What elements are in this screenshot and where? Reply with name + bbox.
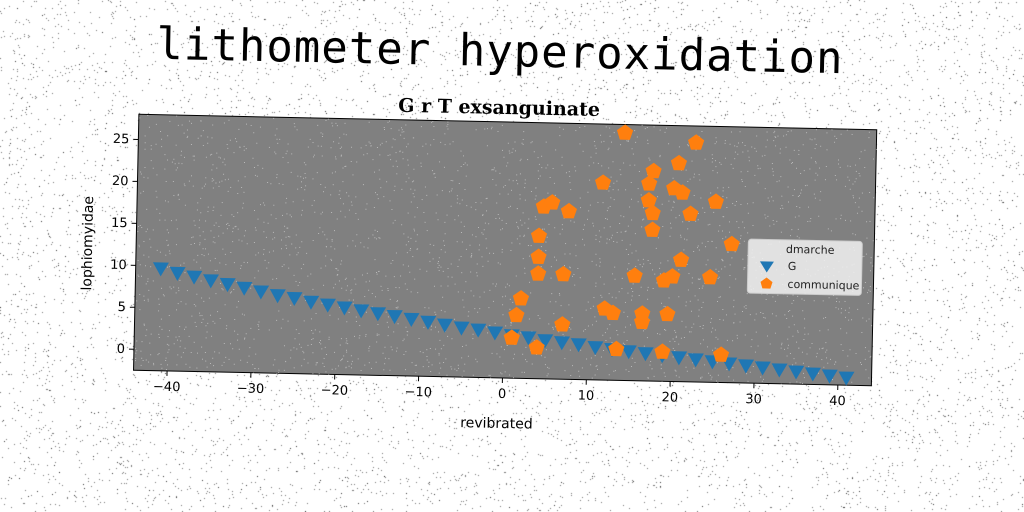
data-point-g (403, 312, 420, 327)
data-point-communique (555, 265, 572, 282)
y-tick-label: 20 (112, 174, 129, 189)
data-point-communique (508, 306, 525, 323)
data-point-communique (713, 346, 730, 362)
x-tick-label: −10 (404, 385, 432, 401)
data-point-g (687, 353, 704, 368)
legend-label-g: G (788, 260, 797, 273)
data-point-g (253, 285, 270, 300)
data-point-g (671, 351, 688, 366)
legend: dmarche G communique (746, 238, 863, 296)
y-tick-label: 10 (110, 258, 127, 273)
legend-label-communique: communique (787, 278, 859, 293)
data-point-communique (530, 265, 547, 281)
x-tick-label: −30 (237, 381, 265, 397)
y-axis-label: lophiomyidae (79, 196, 97, 291)
x-tick-label: −40 (153, 380, 181, 396)
data-point-g (152, 262, 169, 277)
data-point-communique (626, 267, 643, 283)
x-tick-label: 30 (745, 392, 762, 407)
data-point-g (420, 315, 437, 330)
data-point-g (219, 277, 236, 293)
data-point-communique (673, 251, 690, 267)
x-tick-label: −20 (321, 383, 349, 399)
legend-title: dmarche (786, 243, 835, 257)
legend-marker-communique (760, 277, 773, 289)
data-point-g (353, 304, 370, 319)
chart-title: G r T exsanguinate (398, 95, 600, 121)
data-point-g (805, 367, 822, 382)
data-point-g (386, 309, 403, 325)
data-point-communique (530, 248, 547, 265)
data-point-communique (682, 205, 699, 221)
data-point-communique (608, 340, 625, 357)
data-point-g (336, 301, 353, 316)
data-point-communique (645, 162, 662, 179)
x-axis-label: revibrated (460, 415, 533, 433)
data-point-communique (528, 339, 545, 355)
axes-layer: −40 −30 −20 −10 0 10 20 30 40 0 5 10 15 20 25 (110, 132, 846, 409)
data-point-g (570, 338, 587, 353)
x-tick-label: 40 (829, 394, 846, 409)
data-point-communique (595, 174, 612, 190)
data-point-g (537, 334, 554, 349)
data-point-communique (723, 235, 740, 252)
legend-marker-g (759, 261, 774, 273)
data-point-g (821, 369, 838, 384)
data-point-g (470, 323, 487, 338)
data-point-g (186, 270, 203, 285)
data-point-g (269, 289, 286, 304)
data-point-communique (659, 305, 676, 322)
data-point-communique (707, 193, 724, 209)
data-point-g (587, 341, 604, 356)
data-point-communique (664, 268, 681, 284)
data-point-communique (641, 175, 658, 191)
data-point-g (637, 347, 654, 362)
data-point-g (738, 359, 755, 374)
x-tick-label: 0 (498, 387, 507, 402)
data-point-g (203, 274, 220, 289)
data-point-g (286, 291, 303, 307)
data-point-g (303, 295, 320, 310)
y-tick-label: 0 (117, 342, 126, 357)
data-point-g (453, 321, 470, 336)
data-point-g (788, 365, 805, 380)
legend-box (746, 238, 863, 296)
y-tick-label: 5 (117, 300, 126, 315)
data-point-communique (544, 194, 561, 210)
data-point-communique (654, 343, 671, 359)
data-point-communique (634, 305, 651, 321)
data-point-g (436, 318, 453, 333)
data-point-g (554, 336, 571, 351)
data-point-g (236, 281, 253, 296)
data-point-communique (616, 124, 634, 140)
data-point-g (487, 326, 504, 341)
y-tick-label: 25 (113, 132, 130, 147)
data-point-communique (644, 221, 661, 237)
data-point-communique (688, 134, 705, 150)
x-tick-label: 10 (578, 389, 595, 404)
data-point-communique (604, 304, 621, 321)
data-point-communique (503, 329, 520, 345)
data-point-communique (512, 290, 530, 306)
data-point-communique (554, 316, 571, 332)
data-point-communique (670, 154, 688, 171)
data-point-g (319, 298, 336, 313)
data-point-g (620, 345, 637, 360)
data-point-g (838, 371, 855, 386)
data-point-g (169, 266, 186, 281)
data-point-communique (530, 227, 548, 244)
data-point-communique (560, 202, 578, 219)
data-point-g (520, 331, 537, 346)
data-point-g (370, 307, 387, 322)
data-point-g (771, 363, 788, 378)
data-point-communique (644, 204, 661, 221)
data-point-communique (640, 192, 657, 208)
data-point-g (754, 361, 771, 376)
data-point-communique (674, 184, 691, 200)
x-tick-label: 20 (661, 390, 678, 405)
data-point-communique (702, 268, 719, 285)
y-tick-label: 15 (111, 216, 128, 231)
series-layer (152, 124, 855, 386)
